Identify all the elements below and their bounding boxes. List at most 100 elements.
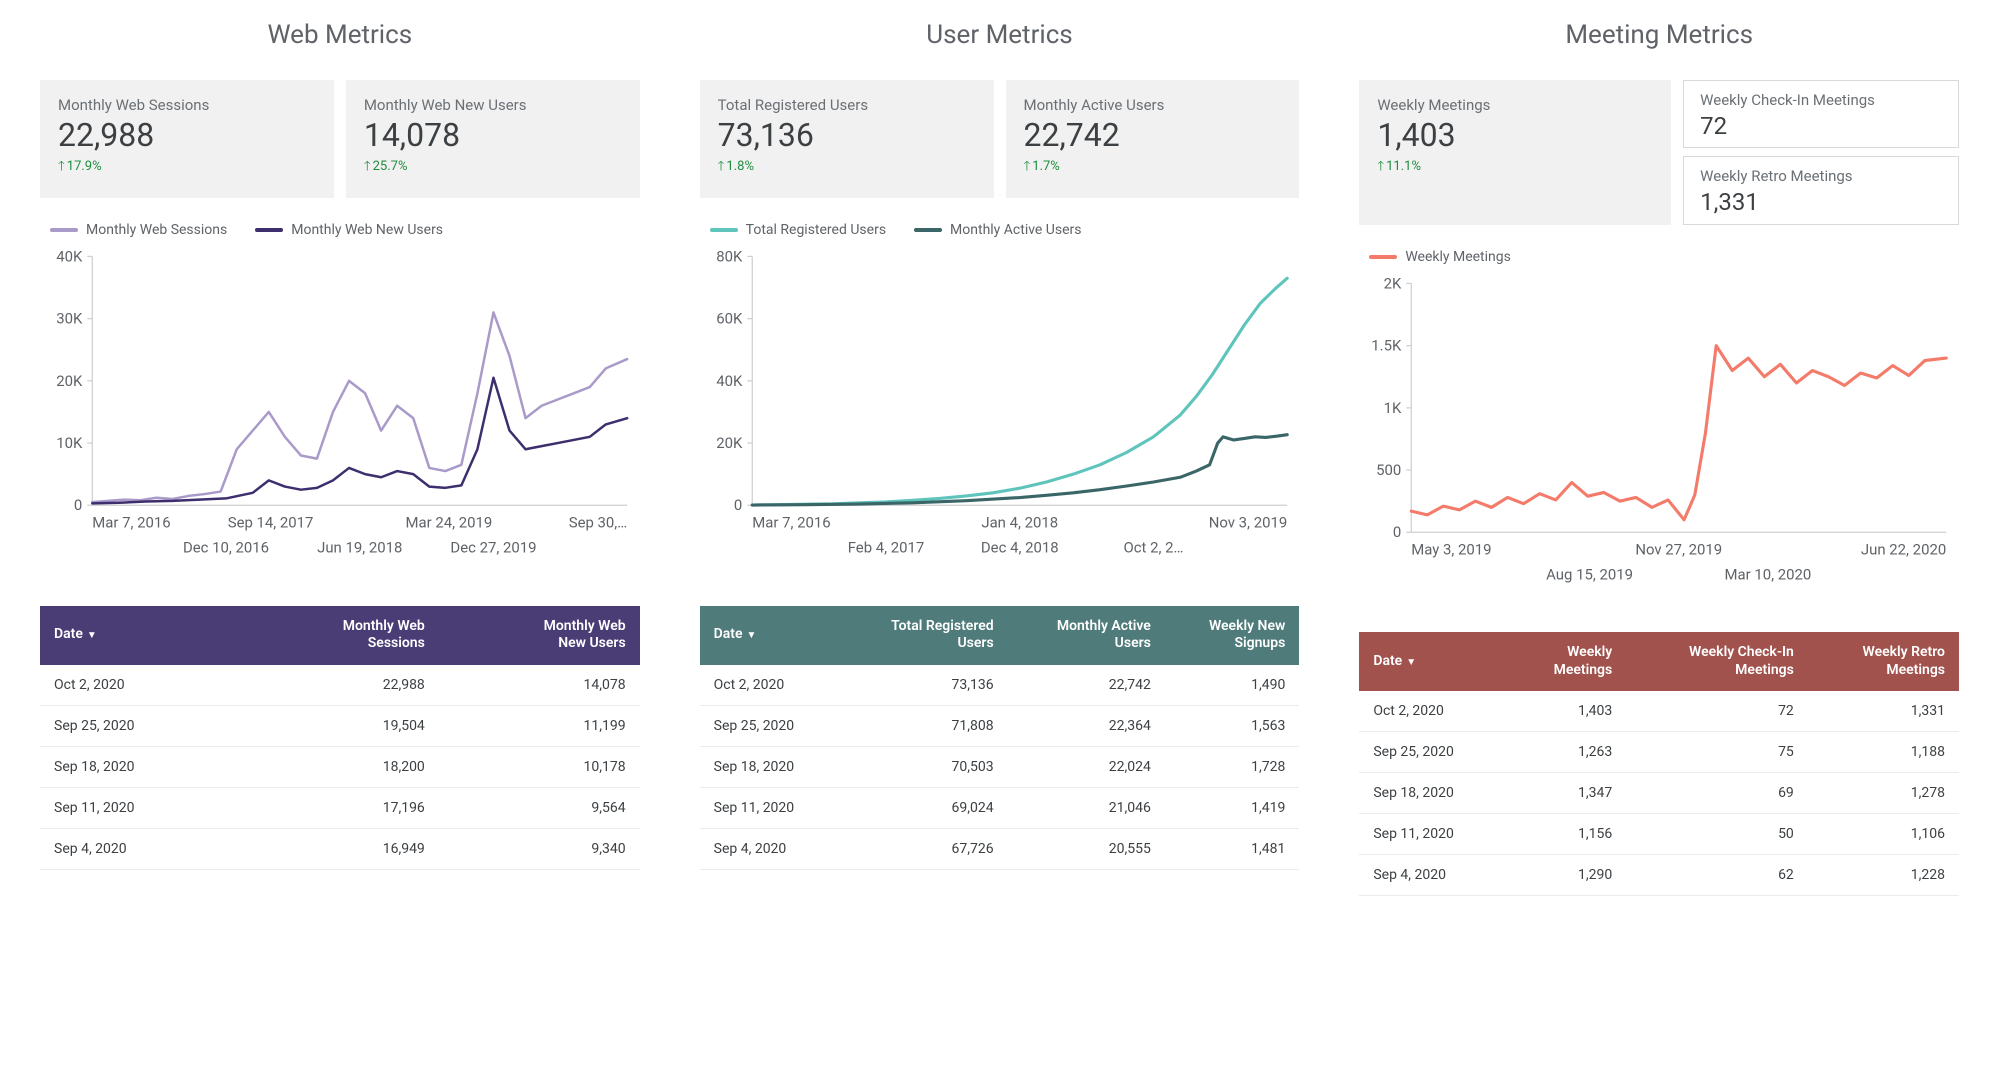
kpi-value: 73,136	[718, 118, 976, 153]
svg-text:1.5K: 1.5K	[1372, 336, 1403, 354]
kpi-monthly-web-sessions[interactable]: Monthly Web Sessions 22,988 🡑17.9%	[40, 80, 334, 198]
table-cell: Sep 4, 2020	[700, 828, 840, 869]
kpi-monthly-web-new-users[interactable]: Monthly Web New Users 14,078 🡑25.7%	[346, 80, 640, 198]
table-cell: 22,364	[1008, 705, 1165, 746]
user-chart[interactable]: Total Registered Users Monthly Active Use…	[700, 222, 1300, 578]
table-cell: Sep 25, 2020	[40, 705, 238, 746]
table-cell: 1,228	[1808, 855, 1959, 896]
dashboard: Web Metrics Monthly Web Sessions 22,988 …	[40, 20, 1959, 896]
kpi-delta: 🡑1.7%	[1024, 157, 1282, 179]
legend-swatch	[1369, 255, 1397, 259]
svg-text:Sep 30,…: Sep 30,…	[569, 514, 627, 532]
table-row[interactable]: Sep 4, 20201,290621,228	[1359, 855, 1959, 896]
table-cell: 21,046	[1008, 787, 1165, 828]
kpi-delta-value: 1.7%	[1032, 159, 1060, 174]
legend-item[interactable]: Monthly Active Users	[914, 222, 1081, 238]
svg-text:2K: 2K	[1384, 274, 1402, 292]
legend-label: Total Registered Users	[746, 222, 886, 238]
table-row[interactable]: Sep 18, 202070,50322,0241,728	[700, 746, 1300, 787]
table-cell: 50	[1626, 814, 1808, 855]
table-row[interactable]: Sep 4, 202067,72620,5551,481	[700, 828, 1300, 869]
svg-text:40K: 40K	[716, 372, 743, 390]
svg-text:Sep 14, 2017: Sep 14, 2017	[228, 514, 314, 532]
table-header[interactable]: Monthly ActiveUsers	[1008, 606, 1165, 665]
table-row[interactable]: Sep 25, 202071,80822,3641,563	[700, 705, 1300, 746]
svg-text:Oct 2, 2…: Oct 2, 2…	[1123, 539, 1183, 557]
legend-item[interactable]: Total Registered Users	[710, 222, 886, 238]
meeting-metrics-title: Meeting Metrics	[1359, 20, 1959, 50]
kpi-value: 72	[1700, 113, 1942, 139]
legend-label: Monthly Web New Users	[291, 222, 443, 238]
user-kpi-row: Total Registered Users 73,136 🡑1.8% Mont…	[700, 80, 1300, 198]
table-row[interactable]: Sep 18, 202018,20010,178	[40, 746, 640, 787]
kpi-weekly-retro-meetings[interactable]: Weekly Retro Meetings 1,331	[1683, 156, 1959, 224]
table-row[interactable]: Sep 11, 202069,02421,0461,419	[700, 787, 1300, 828]
svg-text:Mar 24, 2019: Mar 24, 2019	[405, 514, 492, 532]
svg-text:Mar 7, 2016: Mar 7, 2016	[92, 514, 170, 532]
table-row[interactable]: Oct 2, 20201,403721,331	[1359, 691, 1959, 732]
table-header[interactable]: Date▼	[700, 606, 840, 665]
table-cell: 69	[1626, 773, 1808, 814]
table-row[interactable]: Sep 11, 202017,1969,564	[40, 787, 640, 828]
table-cell: 22,988	[238, 665, 439, 706]
table-cell: 10,178	[439, 746, 640, 787]
table-row[interactable]: Oct 2, 202022,98814,078	[40, 665, 640, 706]
table-header[interactable]: Monthly WebNew Users	[439, 606, 640, 665]
table-cell: 1,419	[1165, 787, 1299, 828]
table-cell: 70,503	[839, 746, 1007, 787]
svg-text:Dec 10, 2016: Dec 10, 2016	[183, 539, 269, 557]
svg-text:Nov 3, 2019: Nov 3, 2019	[1208, 514, 1286, 532]
table-cell: Sep 4, 2020	[40, 828, 238, 869]
user-metrics-table[interactable]: Date▼Total RegisteredUsersMonthly Active…	[700, 606, 1300, 870]
table-cell: 1,481	[1165, 828, 1299, 869]
table-header[interactable]: Total RegisteredUsers	[839, 606, 1007, 665]
legend-item[interactable]: Monthly Web Sessions	[50, 222, 227, 238]
kpi-delta: 🡑25.7%	[364, 157, 622, 179]
web-chart[interactable]: Monthly Web Sessions Monthly Web New User…	[40, 222, 640, 578]
web-metrics-table[interactable]: Date▼Monthly WebSessionsMonthly WebNew U…	[40, 606, 640, 870]
legend-item[interactable]: Weekly Meetings	[1369, 249, 1511, 265]
table-header[interactable]: Monthly WebSessions	[238, 606, 439, 665]
table-cell: Sep 18, 2020	[40, 746, 238, 787]
table-header[interactable]: WeeklyMeetings	[1508, 632, 1626, 691]
kpi-weekly-checkin-meetings[interactable]: Weekly Check-In Meetings 72	[1683, 80, 1959, 148]
user-metrics-title: User Metrics	[700, 20, 1300, 50]
web-metrics-section: Web Metrics Monthly Web Sessions 22,988 …	[40, 20, 640, 896]
arrow-up-icon: 🡑	[58, 159, 65, 174]
table-row[interactable]: Oct 2, 202073,13622,7421,490	[700, 665, 1300, 706]
table-cell: 19,504	[238, 705, 439, 746]
kpi-delta-value: 17.9%	[67, 159, 102, 174]
kpi-delta: 🡑1.8%	[718, 157, 976, 179]
table-cell: 1,563	[1165, 705, 1299, 746]
table-row[interactable]: Sep 4, 202016,9499,340	[40, 828, 640, 869]
table-row[interactable]: Sep 18, 20201,347691,278	[1359, 773, 1959, 814]
table-row[interactable]: Sep 25, 202019,50411,199	[40, 705, 640, 746]
table-header[interactable]: Date▼	[40, 606, 238, 665]
table-cell: Oct 2, 2020	[1359, 691, 1507, 732]
kpi-weekly-meetings[interactable]: Weekly Meetings 1,403 🡑11.1%	[1359, 80, 1671, 225]
meeting-metrics-table[interactable]: Date▼WeeklyMeetingsWeekly Check-InMeetin…	[1359, 632, 1959, 896]
svg-text:Dec 27, 2019: Dec 27, 2019	[450, 539, 536, 557]
legend-swatch	[914, 228, 942, 232]
table-header[interactable]: Date▼	[1359, 632, 1507, 691]
user-chart-legend: Total Registered Users Monthly Active Use…	[700, 222, 1300, 238]
table-cell: Sep 4, 2020	[1359, 855, 1507, 896]
table-cell: 75	[1626, 732, 1808, 773]
sort-desc-icon: ▼	[1406, 657, 1416, 668]
table-row[interactable]: Sep 25, 20201,263751,188	[1359, 732, 1959, 773]
table-header[interactable]: Weekly NewSignups	[1165, 606, 1299, 665]
kpi-monthly-active-users[interactable]: Monthly Active Users 22,742 🡑1.7%	[1006, 80, 1300, 198]
web-kpi-row: Monthly Web Sessions 22,988 🡑17.9% Month…	[40, 80, 640, 198]
table-cell: 22,742	[1008, 665, 1165, 706]
kpi-total-registered-users[interactable]: Total Registered Users 73,136 🡑1.8%	[700, 80, 994, 198]
legend-item[interactable]: Monthly Web New Users	[255, 222, 443, 238]
table-header[interactable]: Weekly RetroMeetings	[1808, 632, 1959, 691]
table-header[interactable]: Weekly Check-InMeetings	[1626, 632, 1808, 691]
table-cell: Sep 25, 2020	[1359, 732, 1507, 773]
meeting-chart[interactable]: Weekly Meetings 05001K1.5K2KMay 3, 2019N…	[1359, 249, 1959, 605]
svg-text:20K: 20K	[56, 372, 83, 390]
table-row[interactable]: Sep 11, 20201,156501,106	[1359, 814, 1959, 855]
arrow-up-icon: 🡑	[364, 159, 371, 174]
kpi-delta-value: 1.8%	[726, 159, 754, 174]
svg-text:60K: 60K	[716, 310, 743, 328]
